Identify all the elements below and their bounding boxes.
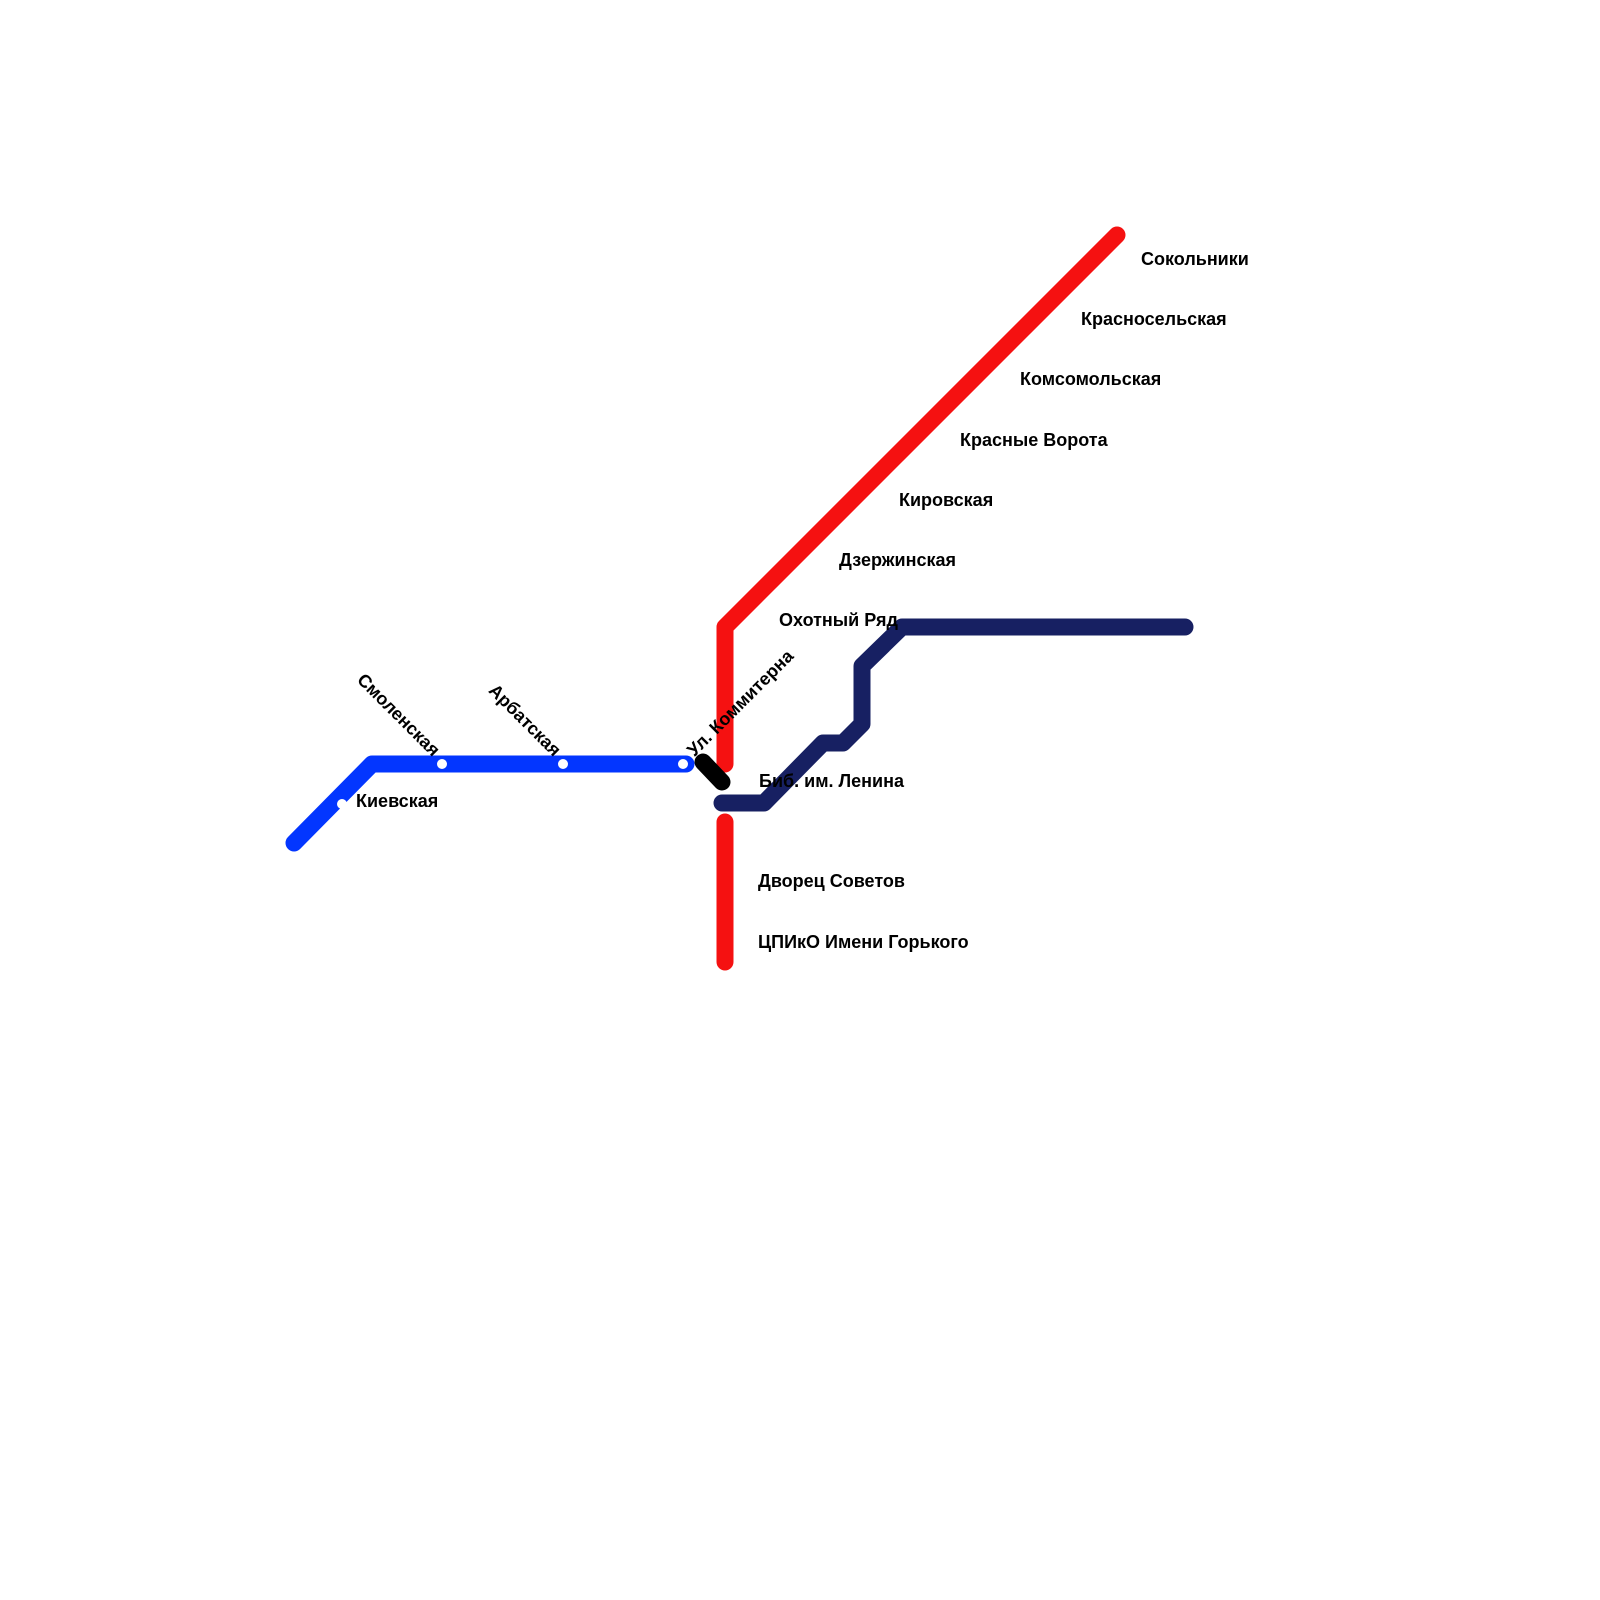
station-label: Дворец Советов bbox=[758, 871, 905, 891]
station-dot bbox=[819, 558, 829, 568]
station-label: Ул. Коммитерна bbox=[683, 645, 798, 760]
black-transfer bbox=[694, 753, 731, 791]
navy-line bbox=[713, 618, 1194, 812]
station-dot bbox=[1000, 377, 1010, 387]
stations bbox=[337, 256, 1130, 950]
station-dot bbox=[1061, 316, 1071, 326]
red-line bbox=[716, 226, 1126, 773]
station-label: Кировская bbox=[899, 490, 993, 510]
station-dot bbox=[879, 497, 889, 507]
station-dot bbox=[337, 799, 347, 809]
station-dot bbox=[940, 437, 950, 447]
station-dot bbox=[558, 759, 568, 769]
station-label: Комсомольская bbox=[1020, 369, 1161, 389]
station-label: Красные Ворота bbox=[960, 430, 1109, 450]
station-label: Дзержинская bbox=[839, 550, 956, 570]
station-label: ЦПИкО Имени Горького bbox=[758, 932, 969, 952]
station-dot bbox=[759, 618, 769, 628]
station-label: Охотный Ряд bbox=[779, 610, 899, 630]
labels: Сокольники Красносельская Комсомольская … bbox=[353, 249, 1249, 952]
blue-line bbox=[285, 755, 695, 852]
station-dot bbox=[739, 940, 749, 950]
station-dot bbox=[739, 779, 749, 789]
station-dot bbox=[437, 759, 447, 769]
station-dot bbox=[1120, 256, 1130, 266]
station-label: Красносельская bbox=[1081, 309, 1227, 329]
station-dot bbox=[739, 879, 749, 889]
station-label: Сокольники bbox=[1141, 249, 1249, 269]
station-dot bbox=[678, 759, 688, 769]
station-label: Киевская bbox=[356, 791, 438, 811]
station-label: Биб. им. Ленина bbox=[759, 771, 905, 791]
station-label: Арбатская bbox=[485, 680, 565, 760]
station-label: Смоленская bbox=[353, 670, 444, 761]
